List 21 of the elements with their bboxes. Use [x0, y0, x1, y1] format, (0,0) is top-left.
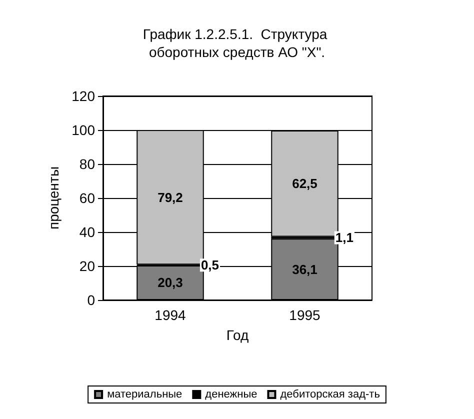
legend-label: дебиторская зад-ть [280, 388, 380, 400]
y-axis-title: проценты [46, 166, 62, 230]
y-tick-label: 80 [79, 156, 96, 172]
data-label: 79,2 [158, 190, 183, 205]
x-tick-label: 1994 [154, 307, 186, 323]
x-axis-title: Год [226, 327, 249, 343]
y-tick-label: 0 [87, 292, 96, 308]
y-tick-label: 60 [79, 190, 96, 206]
y-tick-label: 40 [79, 224, 96, 240]
y-tick-label: 120 [72, 88, 96, 104]
y-tick-label: 20 [79, 258, 96, 274]
data-label: 1,1 [335, 230, 354, 246]
chart-title: График 1.2.2.5.1. Структура оборотных средств АО "Х". [142, 26, 332, 60]
legend-label: материальные [107, 388, 182, 400]
data-label: 0,5 [200, 258, 220, 273]
legend-label: денежные [205, 388, 258, 400]
data-label: 36,1 [292, 262, 318, 277]
data-label: 62,5 [292, 176, 318, 192]
data-label: 20,3 [158, 275, 183, 290]
y-tick-label: 100 [72, 122, 96, 138]
x-tick-label: 1995 [289, 307, 321, 323]
